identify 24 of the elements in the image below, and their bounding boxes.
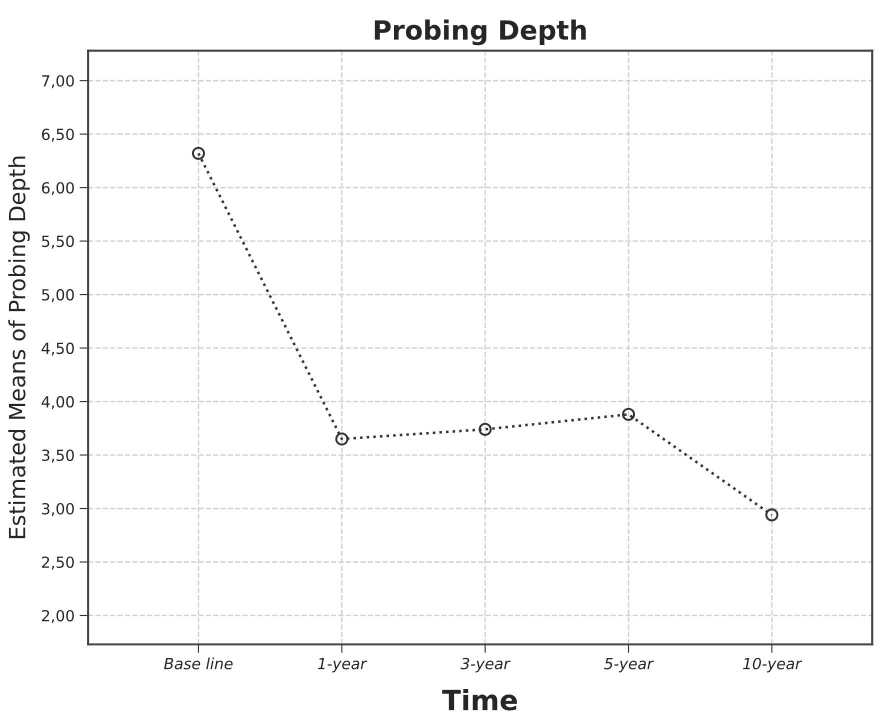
point — [622, 408, 636, 421]
x-tick-label: 5-year — [604, 658, 654, 672]
point — [478, 422, 492, 436]
y-tick-label: 4,00 — [42, 396, 74, 410]
y-tick-label: 7,00 — [42, 75, 74, 88]
point — [192, 146, 206, 160]
y-tick-label: 2,00 — [42, 610, 74, 624]
y-axis-title: Estimated Means of Probing Depth — [8, 156, 30, 538]
x-tick-label: 10-year — [743, 658, 802, 672]
y-tick-label: 5,00 — [42, 289, 74, 302]
x-tick-label: 3-year — [460, 658, 511, 672]
x-tick-label: Base line — [164, 658, 233, 670]
y-tick-label: 6,00 — [42, 182, 74, 196]
y-tick-label: 3,50 — [42, 449, 74, 463]
point — [765, 508, 778, 522]
y-tick-label: 3,00 — [42, 502, 74, 516]
y-tick-label: 6,50 — [42, 128, 74, 142]
y-tick-label: 4,50 — [42, 342, 74, 356]
point — [335, 432, 348, 446]
x-tick-label: 1-year — [318, 658, 368, 672]
y-tick-label: 5,50 — [42, 236, 74, 249]
y-tick-label: 2,50 — [42, 556, 74, 570]
chart-title: Probing Depth — [374, 20, 586, 46]
x-axis-title: Time — [442, 689, 517, 711]
